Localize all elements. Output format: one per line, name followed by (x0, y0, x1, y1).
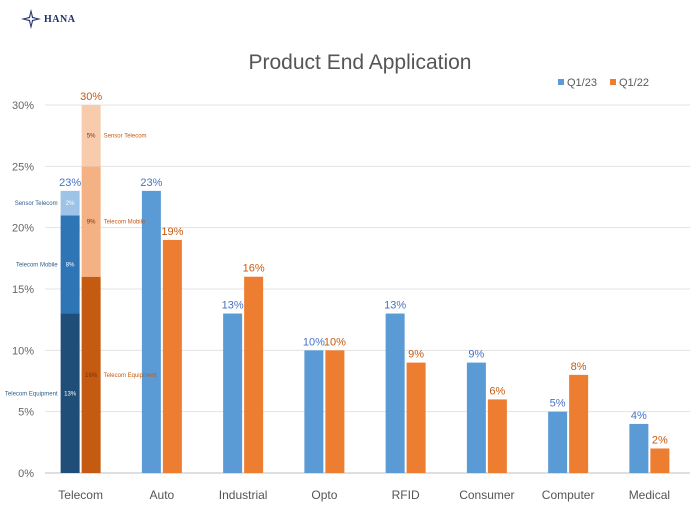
legend-swatch (610, 79, 616, 85)
hana-star-logo-icon (21, 9, 41, 29)
data-label: 8% (571, 361, 587, 373)
segment-value-label: 9% (87, 220, 96, 226)
bar (650, 448, 670, 473)
telecom-segment-bar (60, 313, 80, 473)
bar (304, 350, 324, 473)
y-tick-label: 20% (12, 223, 34, 235)
data-label: 19% (161, 226, 183, 238)
segment-name-label: Sensor Telecom (104, 134, 147, 140)
y-tick-label: 25% (12, 161, 34, 173)
telecom-segment-bar (81, 166, 101, 277)
legend-label: Q1/23 (567, 77, 597, 89)
bar (548, 411, 568, 473)
x-category-label: Industrial (219, 488, 268, 502)
data-label: 13% (222, 300, 244, 312)
data-labels: 13% Telecom Equipment 8% Telecom Mobile 2% Se… (5, 91, 668, 446)
bar (223, 313, 243, 473)
segment-name-label: Telecom Equipment (5, 391, 58, 397)
logo-text: HANA (44, 13, 76, 25)
data-label: 6% (489, 385, 505, 397)
segment-value-label: 16% (85, 373, 98, 379)
data-label: 9% (408, 349, 424, 361)
legend-swatch (558, 79, 564, 85)
telecom-segment-bar (81, 276, 101, 473)
bar (325, 350, 345, 473)
x-category-label: Opto (311, 488, 337, 502)
data-label: 4% (631, 410, 647, 422)
bar (385, 313, 405, 473)
data-label: 16% (243, 263, 265, 275)
data-label: 10% (303, 336, 325, 348)
x-category-label: Telecom (58, 488, 103, 502)
legend-label: Q1/22 (619, 77, 649, 89)
y-axis-ticks: 0% 5% 10% 15% 20% 25% 30% (12, 100, 34, 480)
segment-name-label: Telecom Equipment (104, 373, 157, 379)
y-tick-label: 5% (18, 407, 34, 419)
data-label: 13% (384, 300, 406, 312)
telecom-segment-bar (60, 190, 80, 216)
segment-name-label: Telecom Mobile (104, 220, 146, 226)
gridlines (45, 104, 690, 474)
bar (141, 190, 161, 473)
bar (406, 362, 426, 473)
data-label: 9% (468, 349, 484, 361)
legend: Q1/23 Q1/22 (558, 77, 649, 89)
x-category-label: RFID (392, 488, 420, 502)
bar (162, 239, 182, 473)
data-label: 10% (324, 336, 346, 348)
data-label: 23% (140, 177, 162, 189)
bar (629, 423, 649, 473)
x-category-label: Medical (629, 488, 670, 502)
bar (466, 362, 486, 473)
segment-value-label: 13% (64, 391, 77, 397)
bar (487, 399, 507, 473)
bar (244, 276, 264, 473)
x-category-label: Computer (542, 488, 595, 502)
company-logo: HANA (20, 8, 75, 30)
y-tick-label: 15% (12, 284, 34, 296)
telecom-segment-bar (81, 105, 101, 167)
data-label: 30% (80, 91, 102, 103)
x-category-label: Consumer (459, 488, 514, 502)
chart-title: Product End Application (249, 51, 472, 74)
segment-value-label: 5% (87, 134, 96, 140)
x-axis-labels: Telecom Auto Industrial Opto RFID Consumer Com… (58, 488, 670, 502)
data-label: 5% (550, 398, 566, 410)
x-category-label: Auto (150, 488, 175, 502)
bars (60, 105, 670, 473)
y-tick-label: 10% (12, 345, 34, 357)
y-tick-label: 0% (18, 468, 34, 480)
segment-name-label: Telecom Mobile (16, 262, 58, 268)
y-tick-label: 30% (12, 100, 34, 112)
telecom-segment-bar (60, 215, 80, 314)
data-label: 2% (652, 434, 668, 446)
data-label: 23% (59, 177, 81, 189)
segment-value-label: 2% (66, 201, 75, 207)
segment-name-label: Sensor Telecom (15, 201, 58, 207)
segment-value-label: 8% (66, 262, 75, 268)
bar (569, 374, 589, 473)
